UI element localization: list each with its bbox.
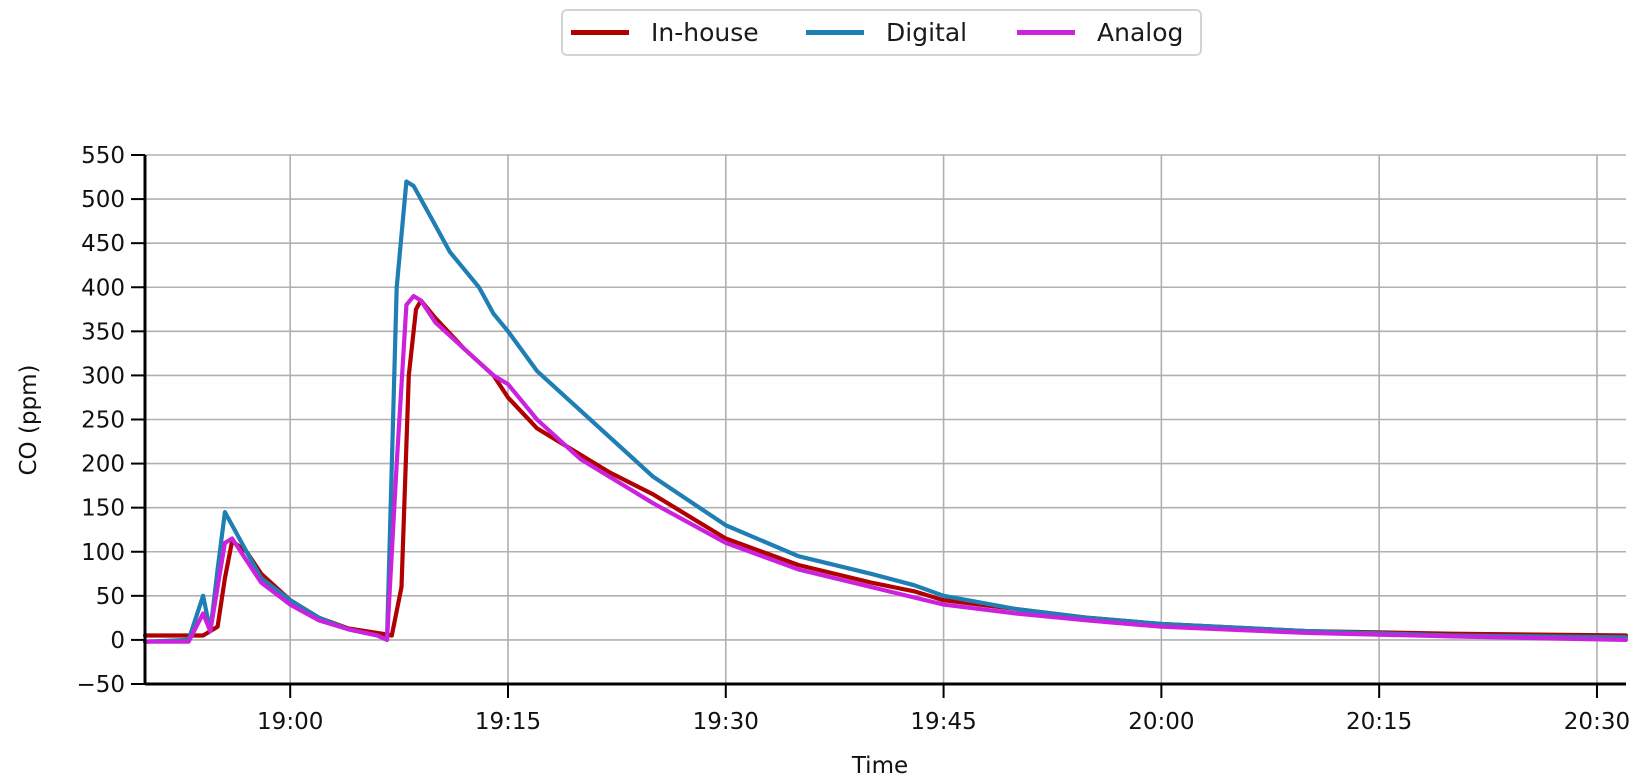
y-tick-label: 200	[81, 452, 125, 478]
y-tick-label: 100	[81, 540, 125, 566]
series-line-digital	[142, 179, 1629, 644]
y-tick-label: 500	[81, 187, 125, 213]
series-line-analog	[142, 294, 1629, 644]
y-axis-title: CO (ppm)	[16, 364, 42, 475]
tick-labels: −50 0 50 100 150 200 250 300 350 400 450 500 550 19:0…	[76, 143, 1630, 735]
legend-item: Digital	[806, 11, 967, 54]
legend-swatch	[806, 30, 864, 35]
legend-item: Analog	[1017, 11, 1183, 54]
y-tick-label: 450	[81, 231, 125, 257]
y-tick-label: 300	[81, 363, 125, 389]
y-tick-label: 400	[81, 275, 125, 301]
y-tick-label: 350	[81, 319, 125, 345]
y-tick-label: 250	[81, 408, 125, 434]
y-tick-label: 150	[81, 496, 125, 522]
legend-swatch	[571, 30, 629, 35]
axes	[131, 154, 1626, 698]
x-tick-label: 19:15	[475, 709, 541, 735]
series-line-in-house	[142, 298, 1629, 638]
y-tick-label: −50	[76, 672, 125, 698]
x-tick-label: 19:00	[257, 709, 323, 735]
x-tick-label: 19:30	[693, 709, 759, 735]
legend-swatch	[1017, 30, 1075, 35]
x-axis-title: Time	[851, 753, 908, 775]
legend-label: In-house	[651, 18, 759, 47]
y-tick-label: 550	[81, 143, 125, 169]
legend-item: In-house	[571, 11, 759, 54]
x-tick-label: 19:45	[910, 709, 976, 735]
x-tick-label: 20:00	[1128, 709, 1194, 735]
y-tick-label: 50	[96, 584, 125, 610]
grid	[145, 154, 1626, 684]
x-tick-label: 20:30	[1564, 709, 1630, 735]
legend-label: Digital	[886, 18, 968, 47]
x-tick-label: 20:15	[1346, 709, 1412, 735]
legend-label: Analog	[1097, 18, 1184, 47]
series-lines	[142, 179, 1629, 644]
legend: In-house Digital Analog	[561, 9, 1202, 56]
y-tick-label: 0	[110, 628, 125, 654]
